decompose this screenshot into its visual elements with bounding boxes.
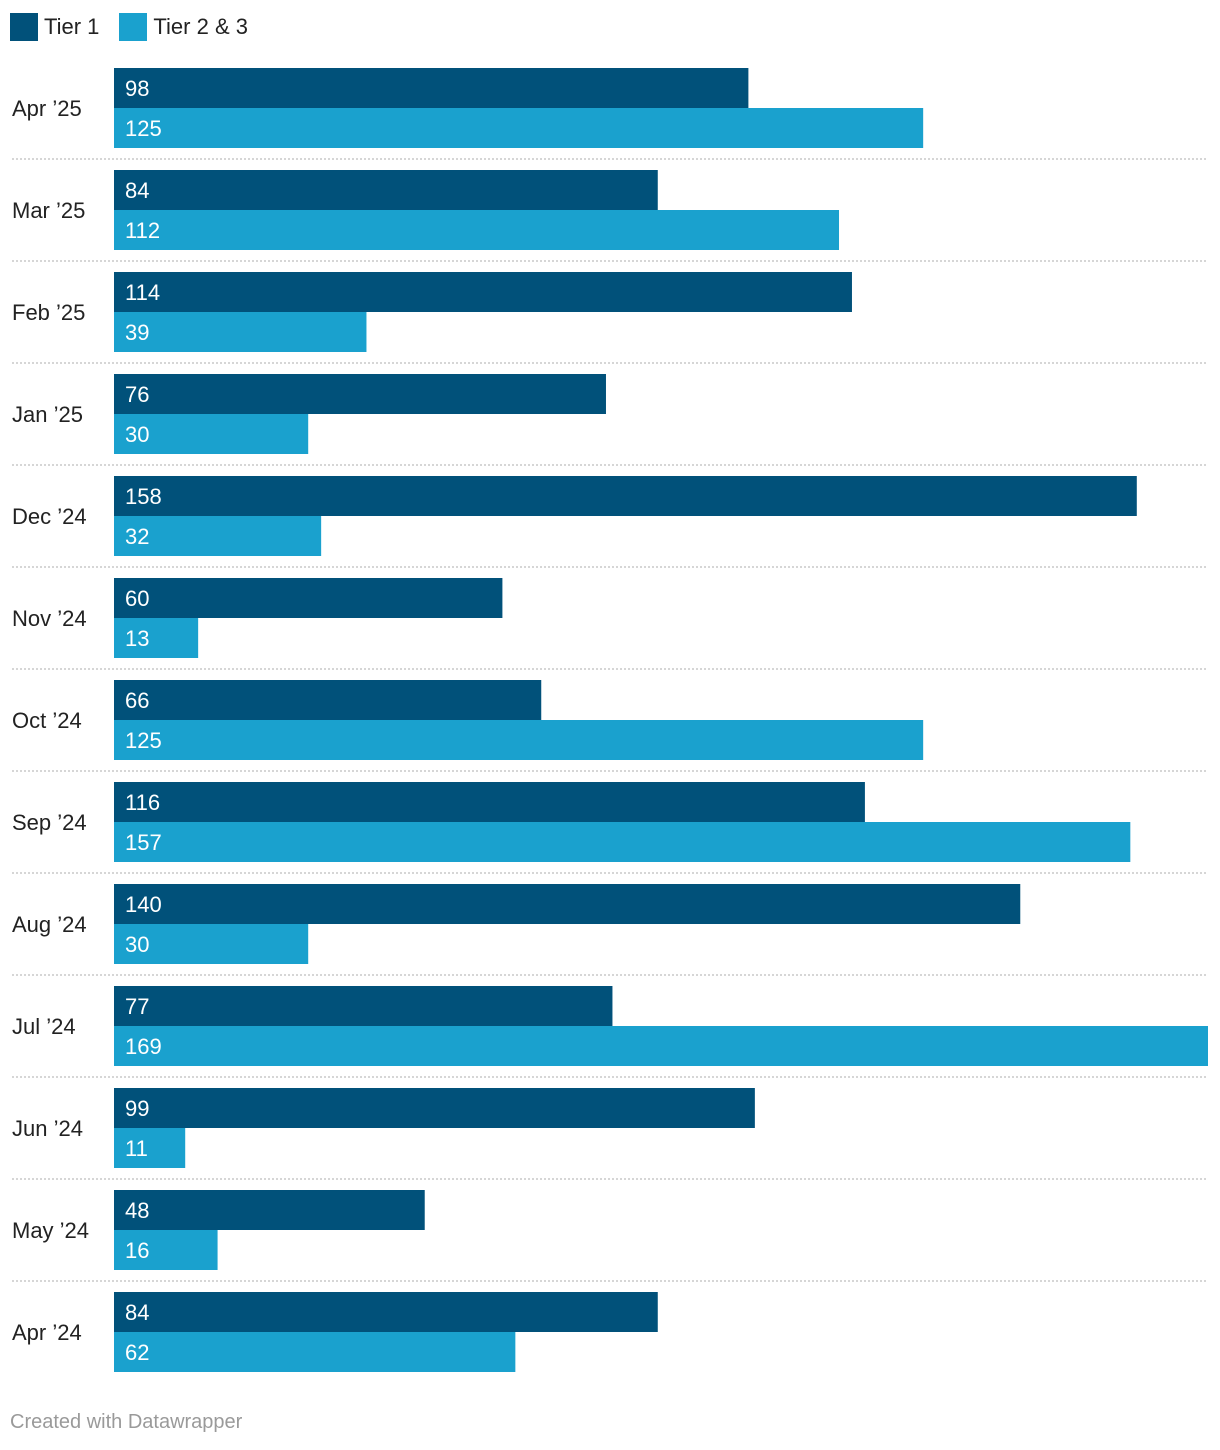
bar-tier-1-5: [114, 476, 1137, 516]
data-label-tier-2-3-3: 39: [125, 320, 149, 345]
data-label-tier-1-6: 60: [125, 586, 149, 611]
bar-tier-2-3-12: [114, 1230, 218, 1270]
data-label-tier-1-11: 99: [125, 1096, 149, 1121]
legend-swatch-tier-2-3: [119, 13, 148, 41]
data-label-tier-2-3-9: 30: [125, 932, 149, 957]
category-label-4: Jan ’25: [12, 402, 83, 427]
credit-text: Created with Datawrapper: [10, 1411, 243, 1433]
data-label-tier-1-10: 77: [125, 994, 149, 1019]
data-label-tier-1-9: 140: [125, 892, 162, 917]
data-label-tier-2-3-1: 125: [125, 116, 162, 141]
data-label-tier-1-2: 84: [125, 178, 149, 203]
bar-tier-2-3-2: [114, 210, 840, 250]
data-label-tier-2-3-10: 169: [125, 1034, 162, 1059]
bar-tier-2-3-13: [114, 1332, 516, 1372]
data-label-tier-2-3-7: 125: [125, 728, 162, 753]
bar-tier-1-7: [114, 680, 542, 720]
data-label-tier-1-3: 114: [125, 280, 160, 305]
data-label-tier-2-3-12: 16: [125, 1238, 149, 1263]
bar-tier-1-11: [114, 1088, 755, 1128]
bar-tier-1-2: [114, 170, 658, 210]
category-label-6: Nov ’24: [12, 606, 87, 631]
data-label-tier-1-8: 116: [125, 790, 160, 815]
bar-tier-2-3-6: [114, 618, 199, 658]
data-label-tier-2-3-13: 62: [125, 1340, 149, 1365]
data-label-tier-1-7: 66: [125, 688, 149, 713]
bar-tier-2-3-5: [114, 516, 322, 556]
data-label-tier-1-1: 98: [125, 76, 149, 101]
data-label-tier-2-3-6: 13: [125, 626, 149, 651]
bar-tier-2-3-1: [114, 108, 924, 148]
bar-chart: Apr ’25 98 125 Mar ’25 84 112 Feb ’25 114 39 Jan …: [12, 68, 1208, 1372]
bar-tier-2-3-8: [114, 822, 1131, 862]
category-label-12: May ’24: [12, 1218, 89, 1243]
bar-tier-1-9: [114, 884, 1021, 924]
legend-item-tier-2-3: Tier 2 & 3: [119, 13, 248, 41]
bar-tier-2-3-11: [114, 1128, 186, 1168]
data-label-tier-2-3-4: 30: [125, 422, 149, 447]
bar-tier-1-4: [114, 374, 606, 414]
category-label-13: Apr ’24: [12, 1320, 82, 1345]
legend-swatch-tier-1: [10, 13, 38, 41]
bar-tier-1-1: [114, 68, 749, 108]
data-label-tier-1-5: 158: [125, 484, 162, 509]
category-label-1: Apr ’25: [12, 96, 82, 121]
category-label-9: Aug ’24: [12, 912, 87, 937]
category-label-10: Jul ’24: [12, 1014, 76, 1039]
data-label-tier-2-3-5: 32: [125, 524, 149, 549]
data-label-tier-2-3-2: 112: [125, 218, 160, 243]
bar-tier-2-3-9: [114, 924, 309, 964]
category-label-5: Dec ’24: [12, 504, 87, 529]
data-label-tier-2-3-11: 11: [125, 1136, 148, 1161]
category-label-7: Oct ’24: [12, 708, 82, 733]
category-label-8: Sep ’24: [12, 810, 87, 835]
bar-tier-1-3: [114, 272, 852, 312]
data-label-tier-1-12: 48: [125, 1198, 149, 1223]
legend-label-tier-1: Tier 1: [44, 14, 100, 39]
category-label-2: Mar ’25: [12, 198, 85, 223]
data-label-tier-1-4: 76: [125, 382, 149, 407]
bar-tier-1-6: [114, 578, 503, 618]
legend-item-tier-1: Tier 1: [10, 13, 99, 41]
bar-tier-2-3-10: [114, 1026, 1208, 1066]
bar-tier-2-3-3: [114, 312, 367, 352]
bar-tier-1-8: [114, 782, 865, 822]
bar-tier-2-3-4: [114, 414, 309, 454]
bar-tier-2-3-7: [114, 720, 924, 760]
data-label-tier-1-13: 84: [125, 1300, 149, 1325]
bar-tier-1-12: [114, 1190, 425, 1230]
data-label-tier-2-3-8: 157: [125, 830, 162, 855]
category-label-3: Feb ’25: [12, 300, 85, 325]
legend-label-tier-2-3: Tier 2 & 3: [153, 14, 248, 39]
category-label-11: Jun ’24: [12, 1116, 83, 1141]
bar-tier-1-10: [114, 986, 613, 1026]
chart-legend: Tier 1 Tier 2 & 3: [10, 12, 268, 42]
bar-tier-1-13: [114, 1292, 658, 1332]
